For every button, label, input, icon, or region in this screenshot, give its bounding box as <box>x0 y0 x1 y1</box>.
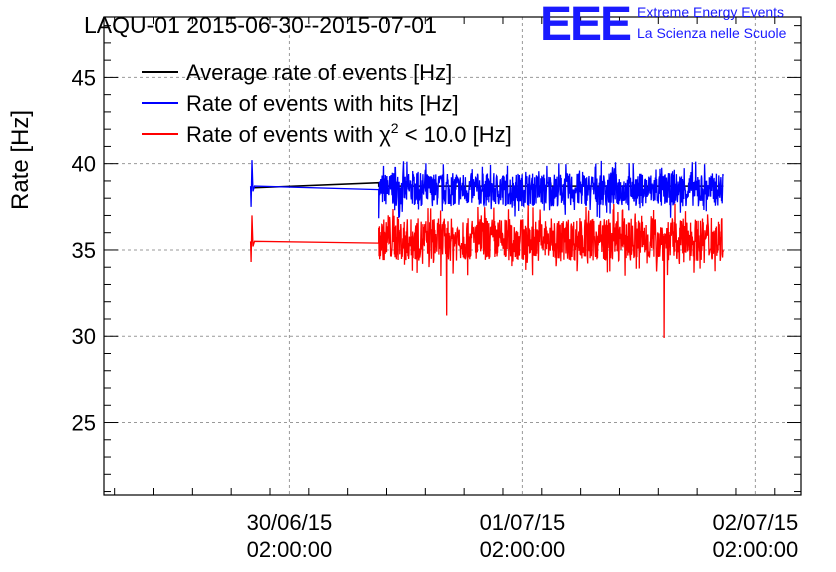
x-tick-label-time: 02:00:00 <box>480 537 566 562</box>
legend-label-hits: Rate of events with hits [Hz] <box>186 91 459 116</box>
x-tick-label-time: 02:00:00 <box>713 537 799 562</box>
legend-label-chi2: Rate of events with χ2 < 10.0 [Hz] <box>186 120 512 147</box>
logo-line-2: La Scienza nelle Scuole <box>637 25 787 41</box>
chart-title: LAQU-01 2015-06-30--2015-07-01 <box>84 12 437 38</box>
x-tick-label-date: 30/06/15 <box>247 510 333 535</box>
x-tick-label-date: 02/07/15 <box>713 510 799 535</box>
x-tick-label-date: 01/07/15 <box>480 510 566 535</box>
y-tick-label: 45 <box>72 65 96 90</box>
plot-frame <box>103 16 802 496</box>
y-tick-label: 30 <box>72 324 96 349</box>
y-tick-label: 40 <box>72 152 96 177</box>
series-hits <box>249 160 724 219</box>
series-chi2 <box>249 203 724 339</box>
legend-label-average: Average rate of events [Hz] <box>186 60 452 85</box>
y-tick-label: 35 <box>72 238 96 263</box>
tick-labels: 253035404530/06/1502:00:0001/07/1502:00:… <box>72 65 799 562</box>
axis-ticks <box>104 17 801 495</box>
legend: Average rate of events [Hz] Rate of even… <box>142 60 512 147</box>
y-axis-label: Rate [Hz] <box>7 110 34 210</box>
eee-logo: EEE <box>540 0 631 51</box>
series-layer <box>249 160 724 339</box>
x-tick-label-time: 02:00:00 <box>247 537 333 562</box>
y-tick-label: 25 <box>72 411 96 436</box>
logo-line-1: Extreme Energy Events <box>637 4 784 20</box>
